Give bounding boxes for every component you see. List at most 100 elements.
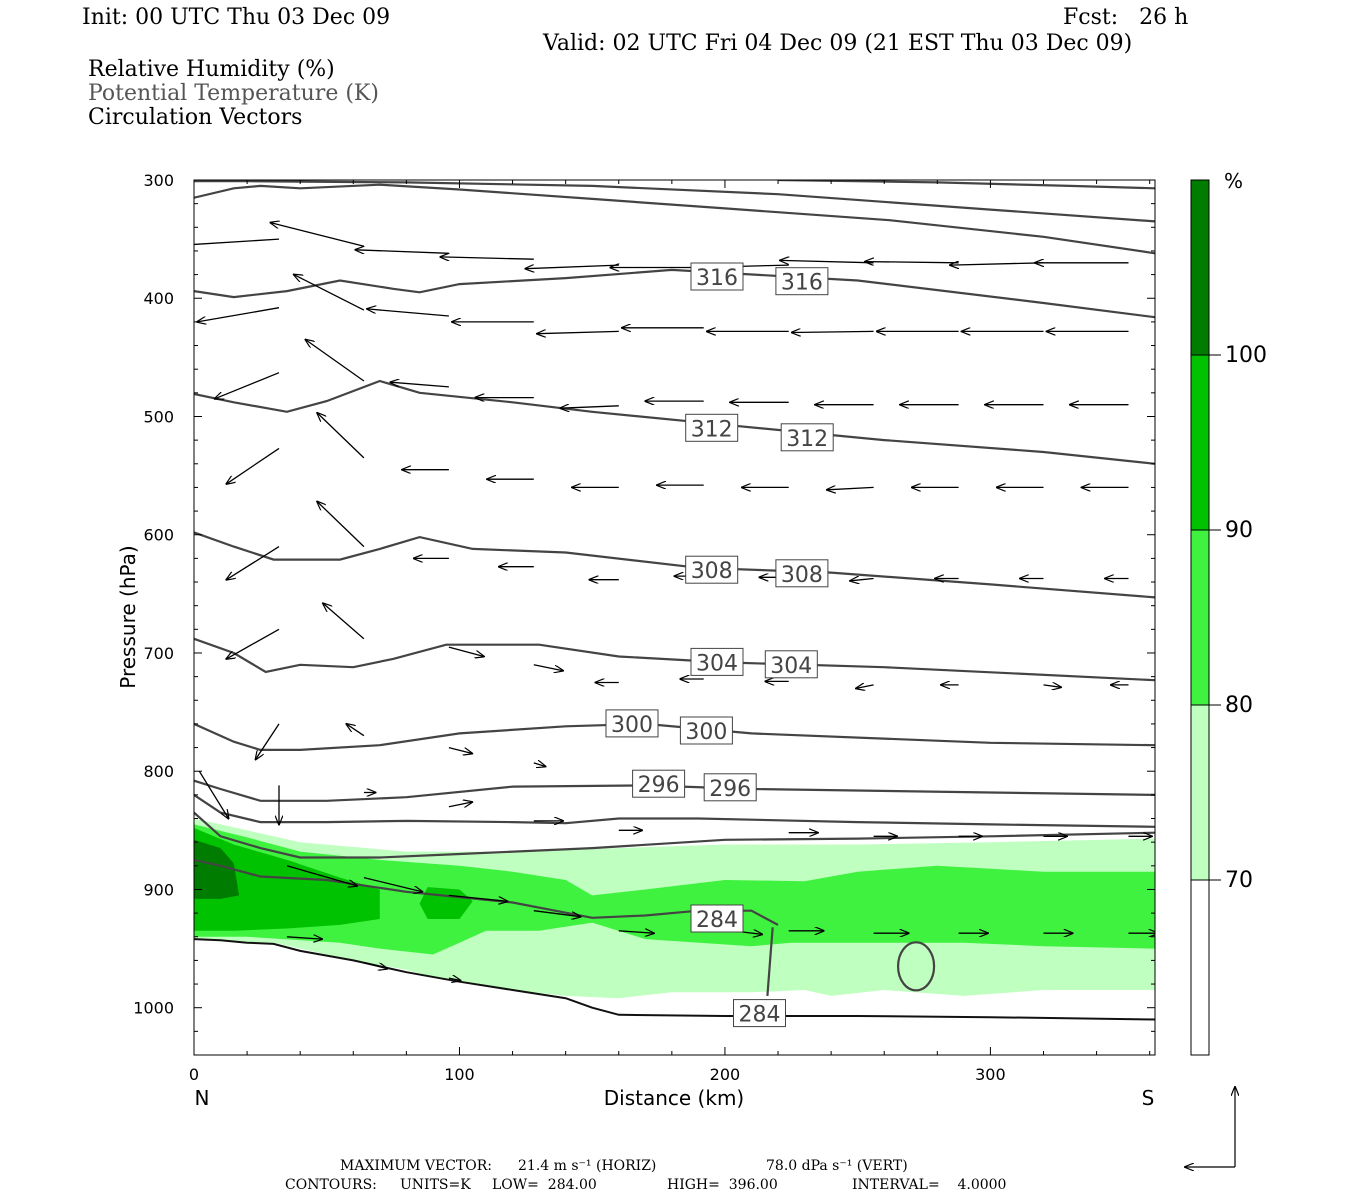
colorbar-frame [1190,179,1210,1056]
colorbar-unit: % [1224,169,1243,193]
theta-288 [194,811,1155,859]
max-vector-vert: 78.0 dPa s⁻¹ (VERT) [766,1158,908,1174]
circulation-vector [618,931,654,933]
reference-vector-icon [1185,1087,1235,1167]
theta-328 [777,180,1155,190]
rh-shading [194,818,1155,999]
circulation-vector [346,724,365,737]
theta-296 [194,779,1155,802]
circulation-vector [865,262,959,263]
theta-300 [194,722,1155,752]
circulation-vector [533,763,546,767]
theta-label: 304 [764,650,818,679]
circulation-vector [226,447,280,484]
theta-label-text: 284 [696,908,738,933]
theta-label-box [780,423,834,452]
colorbar-label: 90 [1225,518,1253,543]
theta-label-box [685,555,739,584]
theta-label-text: 300 [685,720,727,745]
circulation-vector [780,260,874,262]
theta-label: 304 [690,647,744,676]
theta-label-box [703,773,757,802]
circulation-vector [560,406,619,408]
theta-312 [194,379,1155,465]
theta-label-text: 308 [691,559,733,584]
forecast-hour: Fcst: 26 h [1063,5,1189,30]
theta-292 [194,793,1155,828]
circulation-vector [256,723,280,760]
rh-region-90 [194,828,380,931]
circulation-vector [440,257,534,259]
circulation-vector [537,331,619,333]
theta-label: 308 [775,559,829,588]
y-tick-label: 500 [143,407,174,426]
circulation-vector [215,372,280,399]
circulation-vector [198,770,228,818]
y-tick-label: 700 [143,644,174,663]
valid-time: Valid: 02 UTC Fri 04 Dec 09 (21 EST Thu … [543,31,1133,56]
y-axis-label: Pressure (hPa) [116,545,140,688]
legend-theta: Potential Temperature (K) [88,81,379,106]
circulation-vectors [194,223,1155,981]
max-vector-label: MAXIMUM VECTOR: [340,1158,492,1174]
theta-label: 284 [690,904,744,933]
y-tick-label: 300 [143,171,174,190]
y-tick-label: 400 [143,289,174,308]
theta-label: 312 [685,413,739,442]
theta-contours [194,180,1155,996]
theta-label: 296 [703,773,757,802]
circulation-vector [950,263,1044,265]
circulation-vector [390,382,449,388]
colorbar-segment [1191,180,1209,355]
y-tick-label: 1000 [133,999,174,1018]
axes: 300 400 500 600 700 800 900 1000 0 100 200 300 [133,171,1155,1084]
circulation-vector [448,646,484,656]
theta-label-box [775,559,829,588]
x-axis-label: Distance (km) [604,1086,744,1110]
theta-label-text: 296 [709,777,751,802]
theta-label-box [690,262,744,291]
theta-label-box [690,647,744,676]
x-tick-label: 300 [975,1065,1006,1084]
circulation-vector [355,250,449,254]
circulation-vector [226,628,280,659]
circulation-vector [856,685,874,689]
theta-316 [194,268,1155,319]
circulation-vector [448,746,472,754]
legend-vectors: Circulation Vectors [88,105,303,130]
max-vector-horiz: 21.4 m s⁻¹ (HORIZ) [518,1158,657,1174]
y-tick-label: 800 [143,762,174,781]
terrain [193,938,1156,1055]
x-right-label: S [1142,1086,1155,1110]
x-tick-label: 100 [444,1065,475,1084]
circulation-vector [448,978,461,980]
theta-320 [194,183,1155,255]
circulation-vector [448,802,472,807]
rh-region-100 [194,839,240,899]
circulation-vector [525,265,619,269]
theta-284-vertical [766,927,774,996]
circulation-vector [286,937,322,939]
colorbar-segment [1191,355,1209,530]
theta-label: 316 [775,267,829,296]
x-left-label: N [195,1086,210,1110]
circulation-vector [533,664,563,671]
circulation-vector [294,275,365,311]
theta-label: 316 [690,262,744,291]
circulation-vector [286,865,357,886]
theta-label-text: 316 [781,271,823,296]
theta-304 [194,637,1155,682]
theta-label-text: 296 [638,773,680,798]
circulation-vector [827,487,874,489]
theta-label: 284 [733,999,786,1028]
x-tick-label: 0 [189,1065,199,1084]
theta-308 [194,531,1155,599]
terrain-fill [194,939,1155,1055]
colorbar: 70 80 90 100 [1190,179,1267,1056]
circulation-vector [363,962,387,969]
rh-region-80 [194,824,1155,955]
theta-label-box [605,709,659,738]
circulation-vector [306,340,365,382]
contours-units: UNITS=K [400,1177,471,1193]
